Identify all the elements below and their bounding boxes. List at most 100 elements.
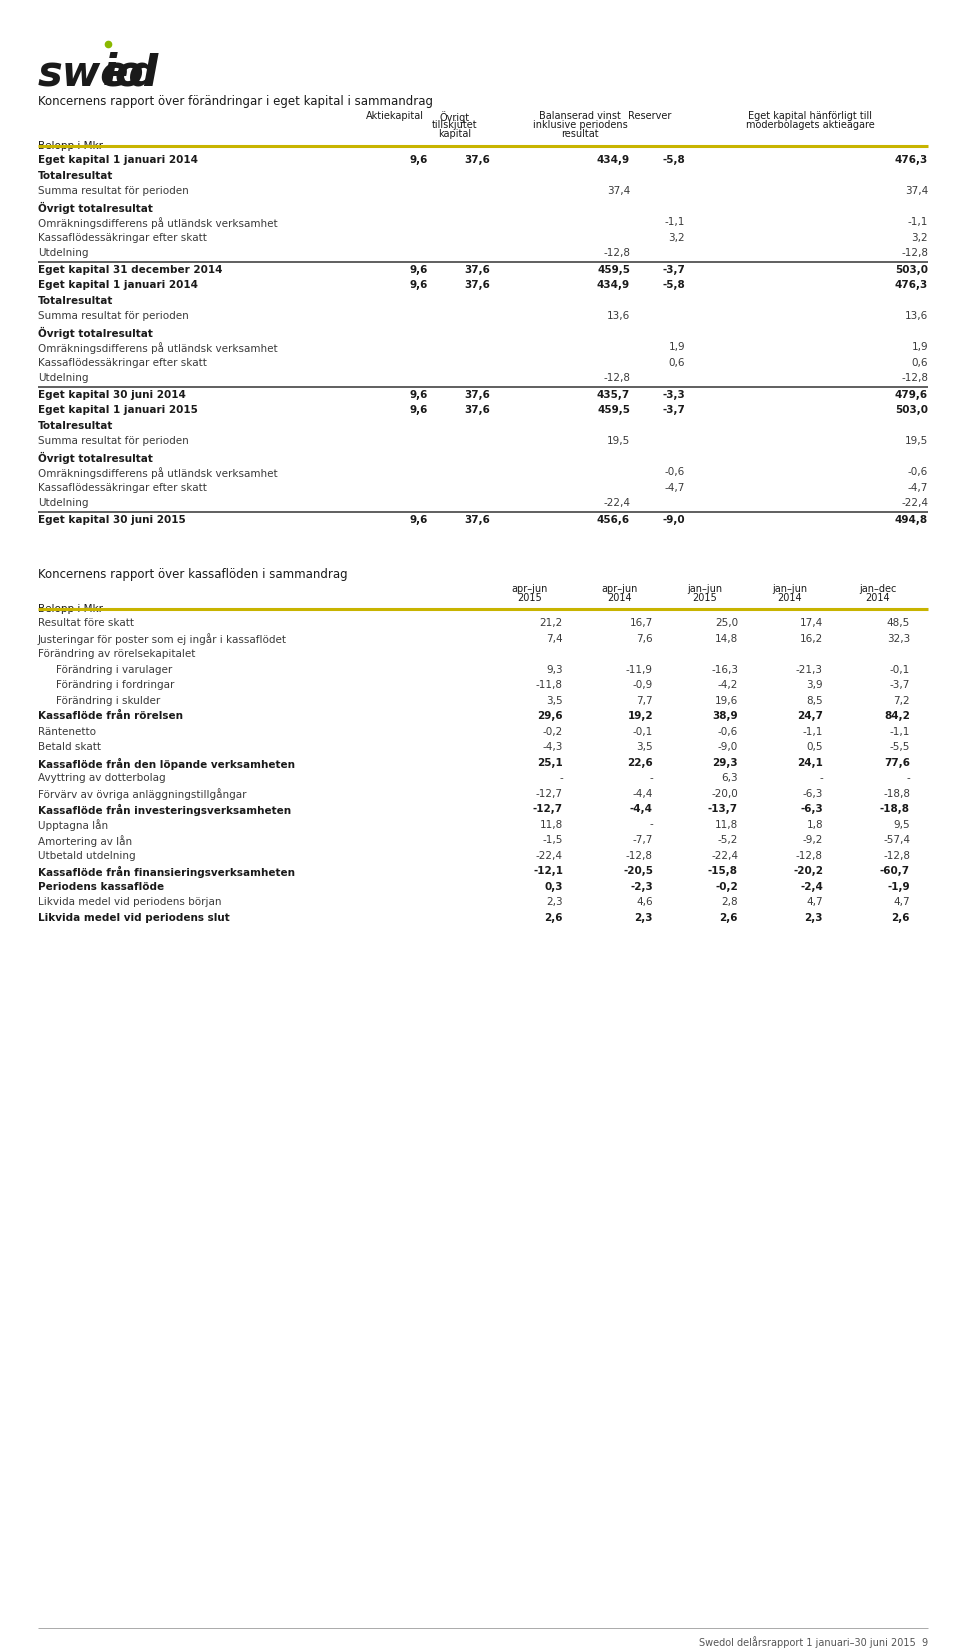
Text: 3,5: 3,5 bbox=[546, 695, 563, 705]
Text: Kassaflödessäkringar efter skatt: Kassaflödessäkringar efter skatt bbox=[38, 358, 206, 368]
Text: Aktiekapital: Aktiekapital bbox=[366, 110, 424, 120]
Text: 1,9: 1,9 bbox=[911, 343, 928, 353]
Text: -13,7: -13,7 bbox=[708, 804, 738, 814]
Text: moderbolagets aktieägare: moderbolagets aktieägare bbox=[746, 120, 875, 130]
Text: -4,3: -4,3 bbox=[542, 742, 563, 751]
Text: Utdelning: Utdelning bbox=[38, 247, 88, 259]
Text: 9,6: 9,6 bbox=[410, 264, 428, 275]
Text: 11,8: 11,8 bbox=[715, 819, 738, 829]
Text: -21,3: -21,3 bbox=[796, 664, 823, 674]
Text: -3,7: -3,7 bbox=[662, 405, 685, 415]
Text: Omräkningsdifferens på utländsk verksamhet: Omräkningsdifferens på utländsk verksamh… bbox=[38, 343, 277, 354]
Text: 1,9: 1,9 bbox=[668, 343, 685, 353]
Text: Betald skatt: Betald skatt bbox=[38, 742, 101, 751]
Text: Balanserad vinst: Balanserad vinst bbox=[540, 110, 621, 120]
Text: 24,1: 24,1 bbox=[797, 758, 823, 768]
Text: Kassaflöde från den löpande verksamheten: Kassaflöde från den löpande verksamheten bbox=[38, 758, 295, 770]
Text: 11,8: 11,8 bbox=[540, 819, 563, 829]
Text: inklusive periodens: inklusive periodens bbox=[533, 120, 628, 130]
Text: Koncernens rapport över förändringar i eget kapital i sammandrag: Koncernens rapport över förändringar i e… bbox=[38, 96, 433, 109]
Text: -3,7: -3,7 bbox=[662, 264, 685, 275]
Text: -6,3: -6,3 bbox=[803, 788, 823, 799]
Text: -0,6: -0,6 bbox=[664, 466, 685, 476]
Text: 9,6: 9,6 bbox=[410, 405, 428, 415]
Text: -12,8: -12,8 bbox=[603, 247, 630, 259]
Text: -1,5: -1,5 bbox=[542, 836, 563, 845]
Text: Periodens kassaflöde: Periodens kassaflöde bbox=[38, 882, 164, 892]
Text: Totalresultat: Totalresultat bbox=[38, 170, 113, 181]
Text: -16,3: -16,3 bbox=[711, 664, 738, 674]
Text: 456,6: 456,6 bbox=[597, 514, 630, 524]
Text: Eget kapital hänförligt till: Eget kapital hänförligt till bbox=[748, 110, 872, 120]
Text: Totalresultat: Totalresultat bbox=[38, 295, 113, 305]
Text: -9,2: -9,2 bbox=[803, 836, 823, 845]
Text: -9,0: -9,0 bbox=[718, 742, 738, 751]
Text: -0,1: -0,1 bbox=[890, 664, 910, 674]
Text: 2014: 2014 bbox=[778, 593, 803, 603]
Text: Summa resultat för perioden: Summa resultat för perioden bbox=[38, 437, 189, 447]
Text: 37,6: 37,6 bbox=[464, 405, 490, 415]
Text: 19,5: 19,5 bbox=[904, 437, 928, 447]
Text: Utdelning: Utdelning bbox=[38, 498, 88, 508]
Text: Avyttring av dotterbolag: Avyttring av dotterbolag bbox=[38, 773, 166, 783]
Text: 2014: 2014 bbox=[608, 593, 633, 603]
Text: 3,2: 3,2 bbox=[911, 232, 928, 242]
Text: 29,6: 29,6 bbox=[538, 710, 563, 722]
Text: -57,4: -57,4 bbox=[883, 836, 910, 845]
Text: Belopp i Mkr: Belopp i Mkr bbox=[38, 605, 103, 615]
Text: 476,3: 476,3 bbox=[895, 155, 928, 165]
Text: 503,0: 503,0 bbox=[895, 264, 928, 275]
Text: ol: ol bbox=[114, 53, 156, 94]
Text: Omräkningsdifferens på utländsk verksamhet: Omräkningsdifferens på utländsk verksamh… bbox=[38, 466, 277, 480]
Text: Resultat före skatt: Resultat före skatt bbox=[38, 618, 134, 628]
Text: Amortering av lån: Amortering av lån bbox=[38, 836, 132, 847]
Text: 19,6: 19,6 bbox=[715, 695, 738, 705]
Text: 2015: 2015 bbox=[692, 593, 717, 603]
Text: Omräkningsdifferens på utländsk verksamhet: Omräkningsdifferens på utländsk verksamh… bbox=[38, 218, 277, 229]
Text: Förändring i varulager: Förändring i varulager bbox=[56, 664, 172, 674]
Text: -11,8: -11,8 bbox=[536, 681, 563, 691]
Text: -5,5: -5,5 bbox=[890, 742, 910, 751]
Text: -0,2: -0,2 bbox=[542, 727, 563, 737]
Text: 6,3: 6,3 bbox=[721, 773, 738, 783]
Text: 0,6: 0,6 bbox=[911, 358, 928, 368]
Text: 494,8: 494,8 bbox=[895, 514, 928, 524]
Text: 9,6: 9,6 bbox=[410, 155, 428, 165]
Text: kapital: kapital bbox=[439, 129, 471, 138]
Text: 9,6: 9,6 bbox=[410, 280, 428, 290]
Text: 3,5: 3,5 bbox=[636, 742, 653, 751]
Text: -12,8: -12,8 bbox=[883, 850, 910, 860]
Text: 503,0: 503,0 bbox=[895, 405, 928, 415]
Text: 32,3: 32,3 bbox=[887, 633, 910, 643]
Text: 3,9: 3,9 bbox=[806, 681, 823, 691]
Text: 13,6: 13,6 bbox=[904, 311, 928, 321]
Text: -12,1: -12,1 bbox=[533, 865, 563, 877]
Text: 7,6: 7,6 bbox=[636, 633, 653, 643]
Text: -12,7: -12,7 bbox=[533, 804, 563, 814]
Text: 77,6: 77,6 bbox=[884, 758, 910, 768]
Text: 21,2: 21,2 bbox=[540, 618, 563, 628]
Text: Förändring i skulder: Förändring i skulder bbox=[56, 695, 160, 705]
Text: 37,6: 37,6 bbox=[464, 514, 490, 524]
Text: -22,4: -22,4 bbox=[536, 850, 563, 860]
Text: -12,8: -12,8 bbox=[626, 850, 653, 860]
Text: 37,6: 37,6 bbox=[464, 280, 490, 290]
Text: 435,7: 435,7 bbox=[597, 389, 630, 399]
Text: 2,6: 2,6 bbox=[544, 913, 563, 923]
Text: Förändring av rörelsekapitalet: Förändring av rörelsekapitalet bbox=[38, 649, 196, 659]
Text: -4,7: -4,7 bbox=[664, 483, 685, 493]
Text: -: - bbox=[560, 773, 563, 783]
Text: 16,2: 16,2 bbox=[800, 633, 823, 643]
Text: jan–jun: jan–jun bbox=[773, 583, 807, 593]
Text: -15,8: -15,8 bbox=[708, 865, 738, 877]
Text: -12,8: -12,8 bbox=[901, 372, 928, 382]
Text: Utbetald utdelning: Utbetald utdelning bbox=[38, 850, 135, 860]
Text: 2014: 2014 bbox=[866, 593, 890, 603]
Text: 459,5: 459,5 bbox=[597, 264, 630, 275]
Text: -2,3: -2,3 bbox=[631, 882, 653, 892]
Text: Totalresultat: Totalresultat bbox=[38, 420, 113, 430]
Text: 37,4: 37,4 bbox=[607, 186, 630, 196]
Text: -5,8: -5,8 bbox=[662, 280, 685, 290]
Text: -0,2: -0,2 bbox=[715, 882, 738, 892]
Text: Eget kapital 30 juni 2014: Eget kapital 30 juni 2014 bbox=[38, 389, 186, 399]
